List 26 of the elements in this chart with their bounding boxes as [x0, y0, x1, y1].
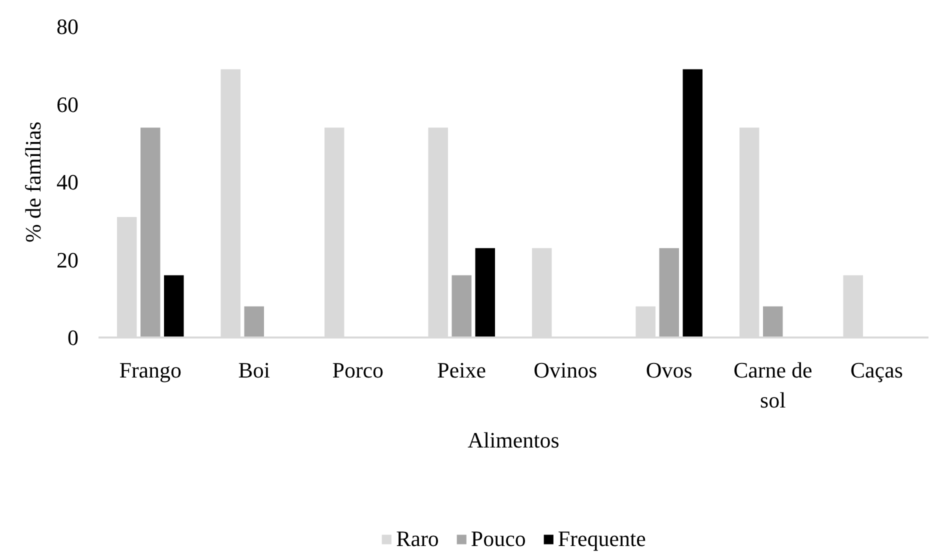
x-tick-label: Peixe [437, 358, 486, 382]
x-tick-label: Ovinos [534, 358, 598, 382]
x-tick-label: Frango [119, 358, 182, 382]
y-tick-label: 80 [56, 14, 78, 39]
x-tick-label: Ovos [646, 358, 692, 382]
y-axis-title: % de famílias [20, 122, 46, 242]
bar [140, 128, 160, 338]
y-tick-label: 0 [68, 325, 78, 350]
x-tick-label: Carne de sol [733, 358, 812, 412]
x-tick-label: Porco [332, 358, 384, 382]
x-axis-title: Alimentos [468, 428, 560, 452]
legend-label: Frequente [558, 526, 646, 552]
bar [763, 306, 783, 338]
bar [452, 275, 472, 338]
legend-label: Pouco [470, 526, 526, 552]
x-tick-label: Caças [850, 358, 903, 382]
bar [659, 248, 679, 338]
y-tick-label: 60 [56, 92, 78, 117]
x-tick-label: Boi [238, 358, 270, 382]
y-tick-label: 20 [56, 247, 78, 272]
legend-label: Raro [396, 526, 439, 552]
bar [164, 275, 184, 338]
bar [475, 248, 496, 338]
bar [244, 306, 264, 338]
bar [682, 69, 703, 338]
y-tick-label: 40 [56, 170, 78, 194]
